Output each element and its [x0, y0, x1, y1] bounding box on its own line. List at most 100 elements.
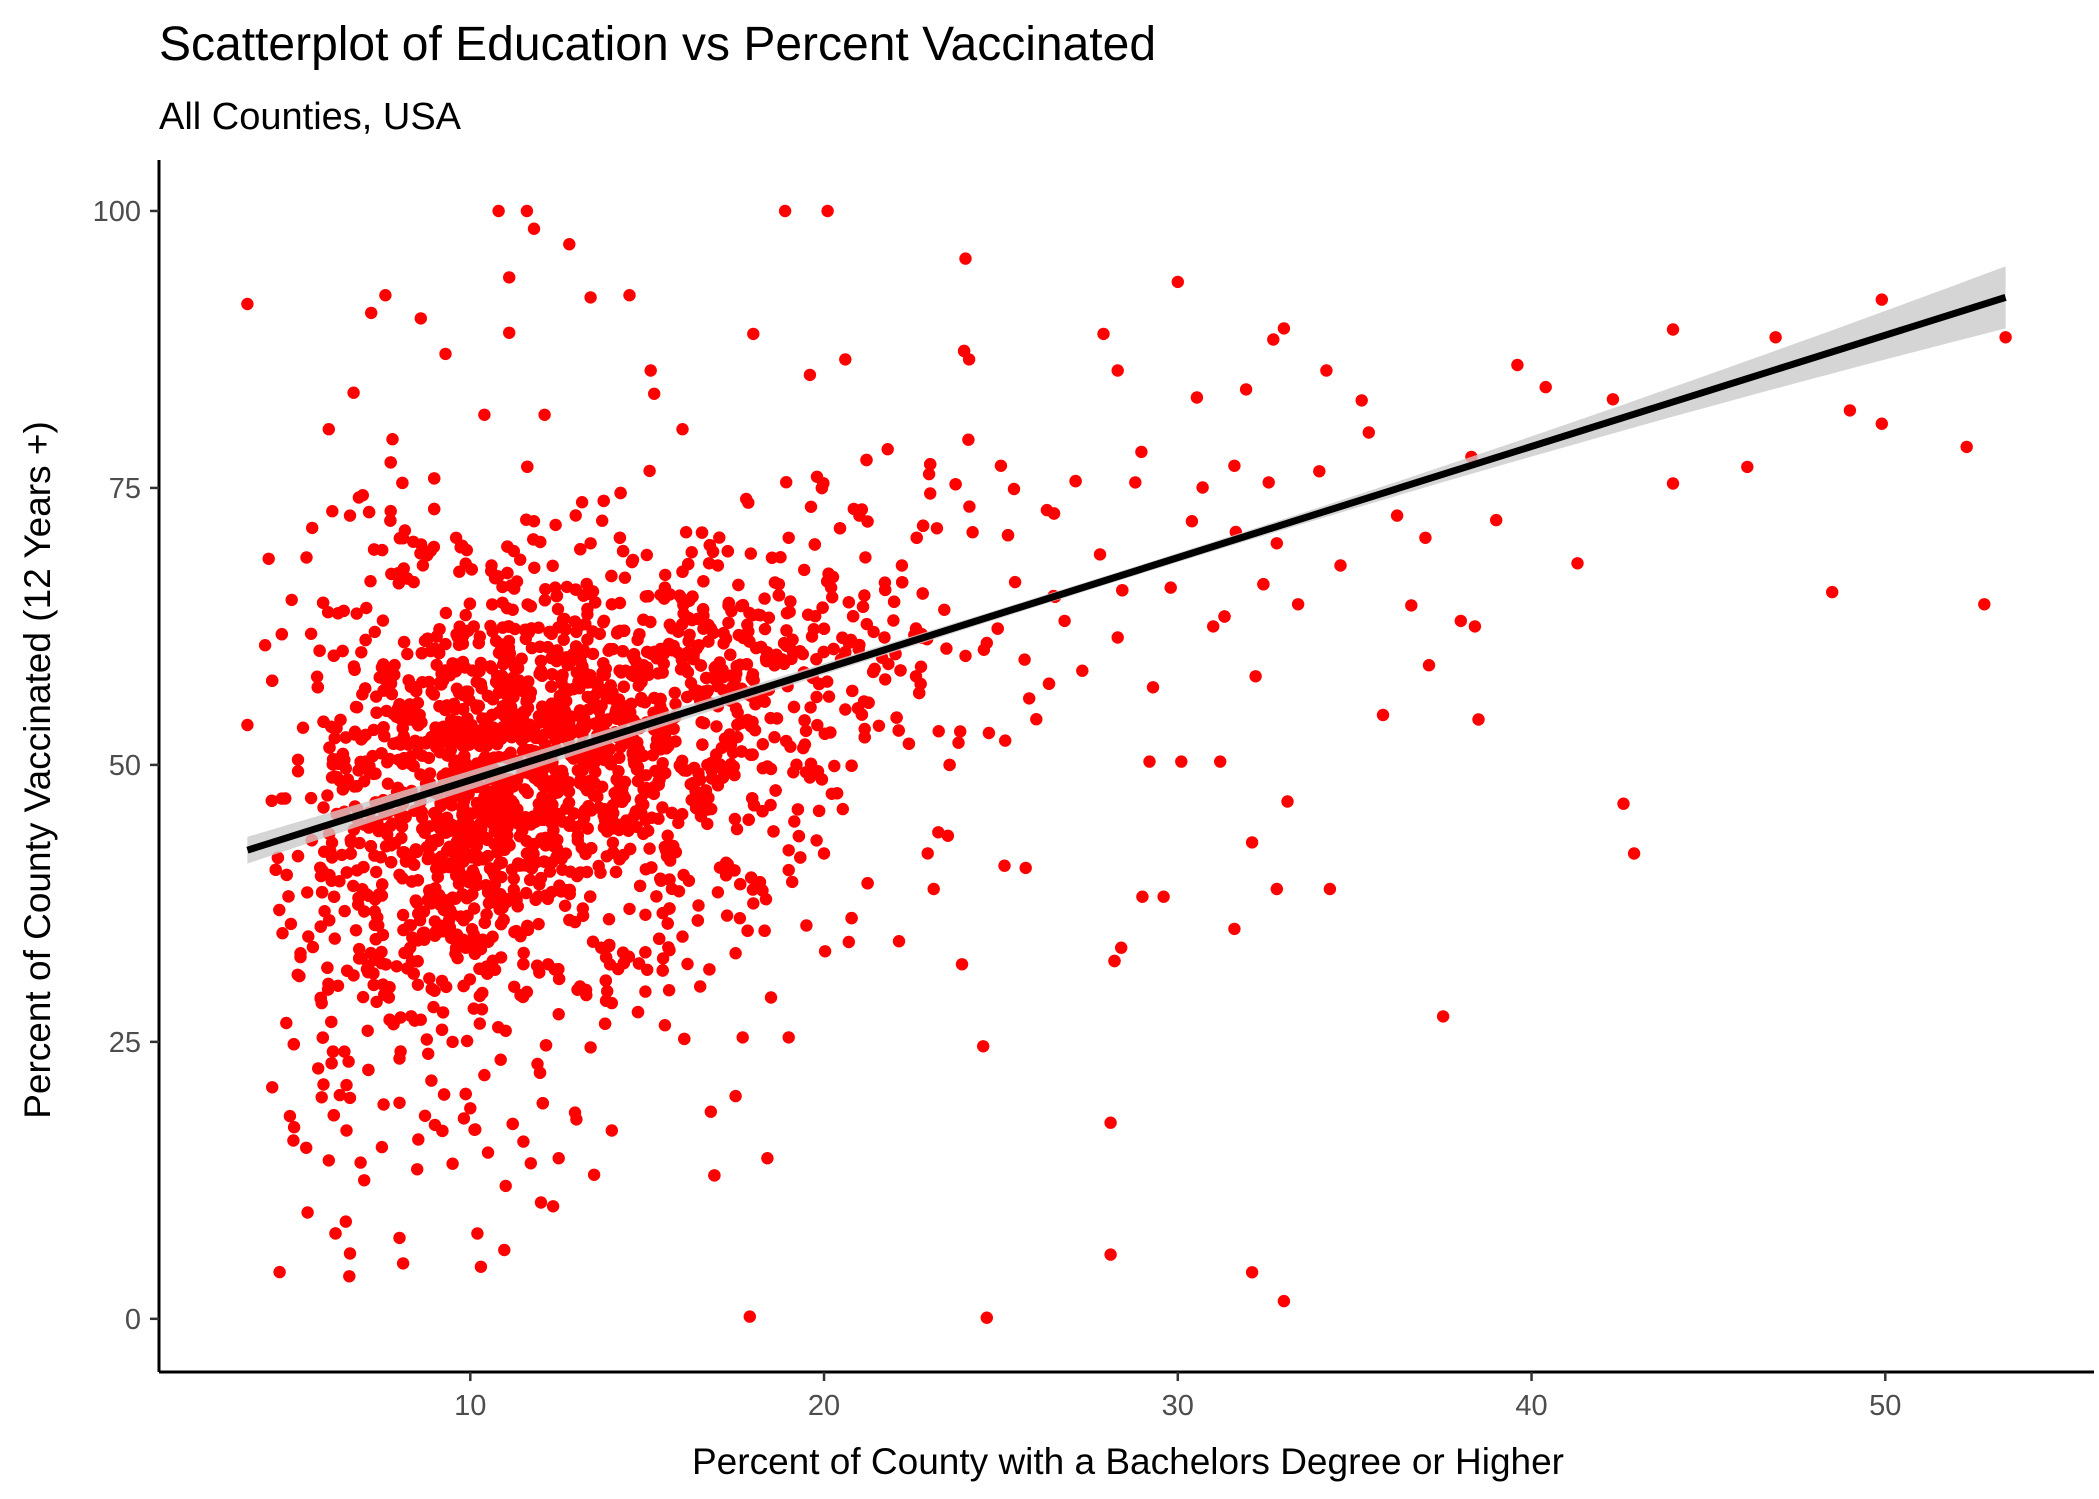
data-point	[379, 289, 392, 302]
data-point	[283, 1109, 297, 1123]
data-point	[963, 500, 976, 513]
data-point	[828, 759, 841, 773]
data-point	[812, 804, 826, 818]
data-point	[858, 589, 871, 602]
data-point	[815, 773, 829, 786]
data-point	[752, 608, 765, 621]
data-point	[431, 870, 444, 884]
y-tick-label: 75	[109, 473, 141, 505]
data-point	[839, 646, 852, 659]
data-point	[730, 660, 743, 673]
data-point	[641, 645, 654, 659]
data-point	[598, 1017, 612, 1030]
data-point	[349, 700, 363, 714]
data-point	[811, 718, 824, 732]
data-point	[688, 684, 702, 697]
data-point	[411, 874, 425, 887]
data-point	[740, 658, 754, 671]
data-point	[356, 990, 370, 1004]
data-point	[300, 551, 313, 564]
data-point	[475, 1003, 489, 1016]
data-point	[511, 817, 524, 830]
data-point	[769, 784, 782, 797]
data-point	[916, 587, 929, 600]
data-point	[1422, 659, 1436, 672]
data-point	[818, 945, 832, 958]
data-point	[323, 914, 336, 927]
data-point	[388, 668, 401, 681]
data-point	[420, 1033, 433, 1046]
data-point	[353, 952, 366, 965]
data-point	[406, 703, 420, 716]
data-point	[481, 967, 494, 980]
data-point	[421, 632, 434, 645]
data-point	[378, 672, 391, 686]
data-point	[599, 994, 613, 1007]
data-point	[613, 596, 627, 610]
data-point	[696, 738, 709, 751]
data-point	[586, 647, 600, 661]
data-point	[639, 985, 652, 998]
data-point	[469, 1123, 482, 1136]
data-point	[569, 509, 582, 522]
data-point	[620, 814, 633, 827]
data-point	[300, 1141, 313, 1155]
data-point	[1539, 380, 1552, 394]
data-point	[408, 734, 422, 748]
data-point	[914, 660, 928, 673]
data-point	[266, 674, 279, 687]
data-point	[497, 913, 510, 927]
data-point	[459, 1087, 472, 1101]
data-point	[323, 741, 336, 754]
data-point	[534, 654, 548, 668]
data-point	[563, 238, 576, 251]
data-point	[862, 696, 875, 709]
data-point	[791, 803, 805, 816]
data-point	[538, 594, 552, 607]
data-point	[325, 1015, 338, 1029]
data-point	[724, 758, 738, 771]
data-point	[401, 647, 414, 661]
data-point	[539, 583, 552, 596]
data-point	[350, 780, 363, 793]
data-point	[879, 673, 892, 686]
data-point	[701, 684, 714, 697]
data-point	[765, 551, 779, 564]
data-point	[340, 1078, 353, 1092]
data-point	[460, 850, 473, 863]
data-point	[365, 306, 378, 320]
data-point	[697, 717, 711, 730]
data-point	[486, 708, 499, 722]
data-point	[532, 709, 546, 723]
data-point	[476, 723, 489, 736]
data-point	[262, 552, 275, 565]
data-point	[573, 619, 586, 633]
data-point	[821, 204, 834, 218]
data-point	[601, 985, 614, 998]
data-point	[1111, 364, 1124, 377]
data-point	[558, 899, 572, 912]
data-point	[716, 771, 730, 784]
data-point	[932, 725, 945, 738]
data-point	[313, 644, 326, 657]
data-point	[642, 590, 655, 603]
y-tick-label: 25	[109, 1027, 141, 1059]
data-point	[692, 899, 705, 912]
data-point	[675, 592, 688, 605]
data-point	[817, 622, 831, 635]
data-point	[744, 547, 757, 560]
data-point	[580, 577, 593, 591]
data-point	[534, 813, 548, 826]
data-point	[575, 496, 589, 509]
data-point	[586, 694, 600, 707]
data-point	[643, 842, 656, 855]
data-point	[472, 636, 485, 650]
data-point	[754, 640, 768, 654]
data-point	[798, 714, 811, 727]
data-point	[449, 852, 463, 866]
data-point	[560, 884, 573, 897]
data-point	[676, 423, 689, 436]
data-point	[1270, 882, 1284, 896]
data-point	[311, 681, 324, 694]
